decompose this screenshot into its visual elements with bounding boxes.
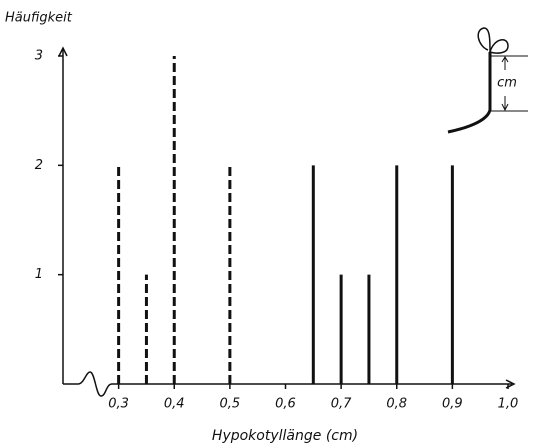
x-tick-label: 0,6 [275, 397, 296, 412]
x-tick-label: 0,4 [164, 397, 185, 412]
leaf [489, 39, 509, 54]
x-tick-label: 0,5 [220, 397, 241, 412]
y-tick-label: 1 [35, 267, 43, 282]
x-tick-label: 0,9 [442, 397, 463, 412]
x-tick-label: 0,3 [108, 397, 129, 412]
measure-arrow [501, 56, 509, 63]
stem [447, 52, 492, 134]
annotation: cm [497, 76, 517, 91]
axes [58, 46, 516, 397]
leaf [477, 27, 491, 53]
y-arrow [58, 46, 68, 57]
x-tick-label: 1,0 [498, 397, 519, 412]
x-tick-label: 0,7 [331, 397, 352, 412]
seedling-icon [447, 27, 528, 134]
x-axis [63, 371, 512, 397]
x-axis-label: Hypokotyllänge (cm) [212, 428, 358, 444]
x-tick-label: 0,8 [386, 397, 407, 412]
y-tick-label: 3 [35, 49, 43, 64]
y-axis-label: Häufigkeit [5, 11, 73, 26]
measure-arrow [501, 103, 509, 112]
y-tick-label: 2 [35, 158, 43, 173]
